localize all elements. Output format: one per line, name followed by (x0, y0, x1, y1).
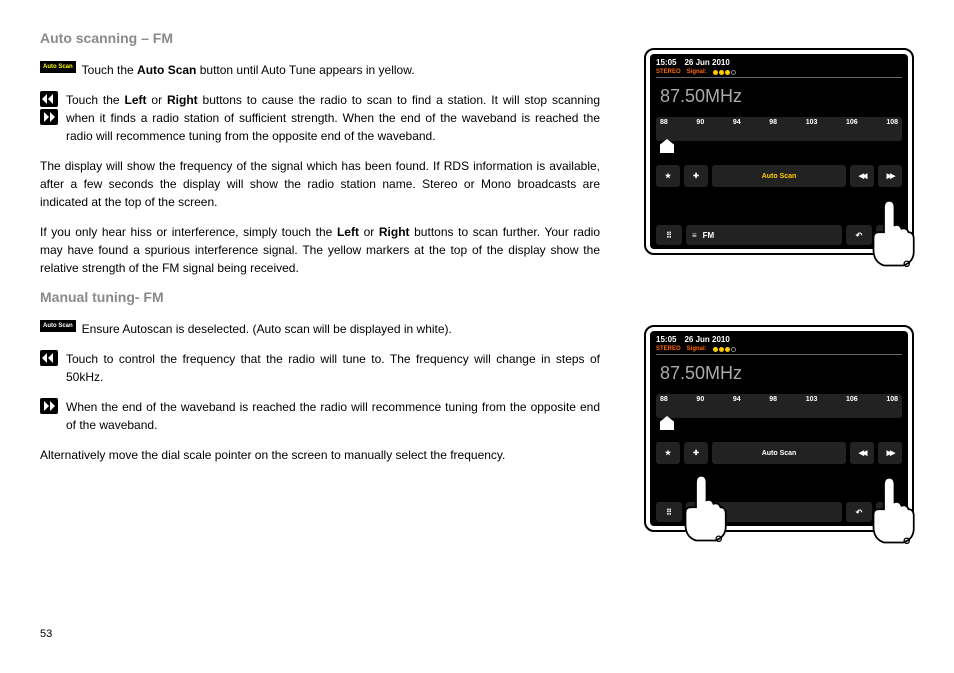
apps-button[interactable]: ⠿ (656, 225, 682, 245)
favorite-button[interactable]: ★ (656, 442, 680, 464)
pointing-hand-icon (864, 476, 918, 546)
forward-icon (40, 398, 58, 414)
autoscan-chip-icon: Auto Scan (40, 320, 76, 332)
rewind-icon (40, 350, 58, 366)
radio-screenshot-2: 15:05 26 Jun 2010 STEREO Signal: 87.50MH… (644, 325, 914, 532)
stereo-label: STEREO (656, 346, 681, 352)
scan-right-button[interactable]: ▶▶ (878, 442, 902, 464)
body-text: If you only hear hiss or interference, s… (40, 223, 600, 277)
scan-right-button[interactable]: ▶▶ (878, 165, 902, 187)
add-fav-button[interactable]: ✚ (684, 442, 708, 464)
signal-strength-dots (713, 70, 736, 75)
pointing-hand-icon (676, 474, 730, 544)
forward-icon (40, 109, 58, 125)
autoscan-button[interactable]: Auto Scan (712, 165, 846, 187)
rewind-icon (40, 91, 58, 107)
frequency-display: 87.50MHz (660, 363, 902, 384)
heading-manual-tuning: Manual tuning- FM (40, 289, 600, 305)
body-text: Alternatively move the dial scale pointe… (40, 446, 600, 464)
signal-label: Signal: (687, 69, 707, 75)
heading-auto-scanning: Auto scanning – FM (40, 30, 600, 46)
autoscan-chip-icon: Auto Scan (40, 61, 76, 73)
instruction-text: Touch the Left or Right buttons to cause… (66, 91, 600, 145)
instruction-text: When the end of the waveband is reached … (66, 398, 600, 434)
scan-left-button[interactable]: ◀◀ (850, 442, 874, 464)
frequency-dial[interactable]: 88909498103106108 (656, 117, 902, 141)
scan-left-button[interactable]: ◀◀ (850, 165, 874, 187)
frequency-dial[interactable]: 88909498103106108 (656, 394, 902, 418)
instruction-text: Touch the Auto Scan button until Auto Tu… (82, 61, 600, 79)
signal-strength-dots (713, 347, 736, 352)
autoscan-button[interactable]: Auto Scan (712, 442, 846, 464)
radio-screenshot-1: 15:05 26 Jun 2010 STEREO Signal: 87.50MH… (644, 48, 914, 255)
pointing-hand-icon (864, 199, 918, 269)
page-number: 53 (40, 628, 52, 640)
frequency-display: 87.50MHz (660, 86, 902, 107)
instruction-text: Ensure Autoscan is deselected. (Auto sca… (82, 320, 600, 338)
favorite-button[interactable]: ★ (656, 165, 680, 187)
signal-label: Signal: (687, 346, 707, 352)
body-text: The display will show the frequency of t… (40, 157, 600, 211)
stereo-label: STEREO (656, 69, 681, 75)
clock-date: 26 Jun 2010 (684, 58, 729, 67)
dial-marker[interactable] (660, 139, 674, 153)
instruction-text: Touch to control the frequency that the … (66, 350, 600, 386)
clock-date: 26 Jun 2010 (684, 335, 729, 344)
rewind-forward-icons (40, 91, 58, 127)
clock-time: 15:05 (656, 335, 676, 344)
add-fav-button[interactable]: ✚ (684, 165, 708, 187)
dial-marker[interactable] (660, 416, 674, 430)
mode-fm[interactable]: ≡FM (686, 225, 842, 245)
clock-time: 15:05 (656, 58, 676, 67)
